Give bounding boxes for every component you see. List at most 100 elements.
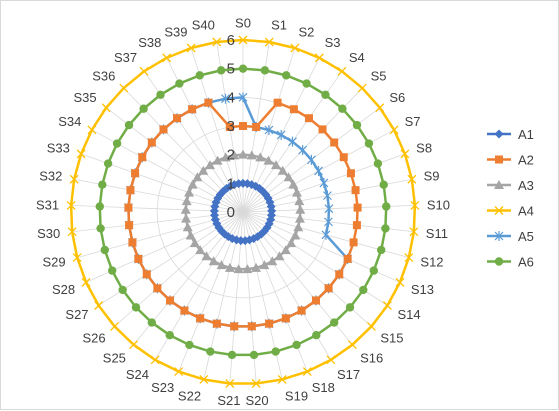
point-A4-S2 [290, 43, 300, 53]
point-A2-S34 [138, 153, 147, 162]
point-A2-S9 [351, 186, 360, 195]
point-A2-S30 [125, 221, 134, 230]
point-A4-S14 [382, 301, 392, 310]
category-label-S28: S28 [52, 282, 75, 297]
point-A2-S7 [339, 153, 348, 162]
point-A2-S24 [180, 306, 189, 315]
point-A5-S7 [314, 165, 323, 176]
point-A6-S10 [382, 202, 391, 211]
point-A2-S28 [134, 254, 143, 263]
category-label-S23: S23 [151, 380, 174, 395]
point-A2-S1 [252, 123, 261, 132]
point-A2-S17 [297, 306, 306, 315]
point-A4-S10 [410, 200, 420, 210]
point-A6-S37 [156, 90, 165, 99]
category-label-S18: S18 [312, 380, 335, 395]
point-A6-S32 [98, 180, 107, 189]
point-A4-S22 [199, 375, 209, 384]
point-A4-S7 [389, 125, 399, 135]
point-A2-S20 [247, 322, 256, 331]
point-A5-S2 [264, 125, 274, 136]
point-A6-S3 [302, 79, 311, 88]
legend: A1 A2 A3 A4 A5 A6 [487, 127, 534, 270]
category-label-S36: S36 [92, 68, 115, 83]
point-A4-S25 [129, 340, 139, 350]
point-A2-S3 [289, 105, 298, 114]
point-A2-S13 [343, 254, 352, 263]
point-A3-S18 [259, 260, 270, 270]
point-A6-S22 [206, 347, 215, 356]
series-A1 [209, 178, 277, 246]
point-A4-S33 [76, 149, 86, 159]
point-A4-S13 [395, 277, 405, 287]
category-label-S19: S19 [285, 389, 308, 404]
point-A6-S38 [175, 79, 184, 88]
point-A3-S12 [293, 222, 304, 232]
point-A6-S28 [108, 266, 117, 275]
point-A4-S19 [277, 375, 287, 384]
point-A5-S0 [238, 92, 248, 103]
point-A2-S18 [281, 314, 290, 323]
point-A3-S32 [181, 196, 192, 206]
point-A6-S36 [139, 104, 148, 113]
point-A4-S35 [101, 103, 111, 113]
point-A3-S38 [212, 155, 223, 165]
legend-label-A2: A2 [518, 153, 534, 168]
point-A6-S34 [112, 139, 122, 148]
point-A3-S20 [242, 264, 253, 274]
point-A6-S35 [124, 120, 134, 130]
point-A3-S16 [274, 251, 285, 261]
point-A4-S18 [302, 367, 312, 376]
category-label-S32: S32 [39, 169, 62, 184]
point-A2-S37 [173, 114, 182, 123]
category-label-S16: S16 [360, 350, 383, 365]
point-A6-S25 [147, 318, 157, 327]
point-A4-S40 [212, 37, 222, 47]
tick-label-4: 4 [227, 89, 235, 106]
point-A2-S29 [128, 238, 137, 247]
point-A2-S19 [265, 319, 274, 328]
category-label-S33: S33 [47, 141, 70, 156]
point-A5-S3 [276, 129, 286, 140]
point-A3-S3 [263, 155, 274, 165]
point-A3-S4 [270, 160, 281, 170]
category-label-S27: S27 [65, 307, 88, 322]
point-A4-S4 [337, 66, 347, 76]
category-label-S12: S12 [420, 255, 443, 270]
legend-label-A1: A1 [518, 127, 534, 142]
point-A6-S6 [352, 120, 362, 130]
point-A2-S40 [225, 123, 234, 132]
point-A3-S26 [195, 245, 206, 255]
category-label-S13: S13 [411, 282, 434, 297]
point-A6-S17 [312, 331, 321, 340]
point-A2-S31 [124, 203, 133, 212]
point-A4-S1 [264, 37, 274, 47]
category-label-S10: S10 [427, 197, 450, 212]
point-A4-S30 [67, 227, 77, 237]
point-A2-S5 [318, 125, 327, 134]
point-A4-S36 [119, 83, 129, 93]
point-A6-S23 [185, 340, 194, 350]
point-A6-S29 [100, 245, 109, 255]
point-A4-S38 [162, 53, 172, 63]
point-A6-S12 [377, 245, 386, 255]
legend-item-A2: A2 [487, 153, 534, 168]
category-label-S40: S40 [192, 18, 215, 33]
point-A6-S4 [321, 90, 330, 99]
point-A4-S16 [347, 340, 357, 350]
point-A6-S33 [103, 159, 113, 168]
point-A6-S16 [329, 318, 339, 327]
legend-marker-A6 [494, 257, 504, 266]
point-A2-S0 [239, 122, 247, 130]
point-A4-S9 [407, 174, 417, 184]
category-label-S31: S31 [36, 197, 59, 212]
point-A4-S12 [404, 253, 414, 263]
point-A2-S38 [188, 105, 197, 114]
point-A3-S14 [286, 238, 297, 248]
point-A4-S20 [251, 379, 261, 388]
tick-label-2: 2 [227, 147, 235, 164]
point-A6-S27 [118, 285, 127, 295]
legend-item-A3: A3 [487, 178, 534, 193]
category-label-S2: S2 [299, 24, 315, 39]
legend-item-A6: A6 [487, 255, 534, 270]
